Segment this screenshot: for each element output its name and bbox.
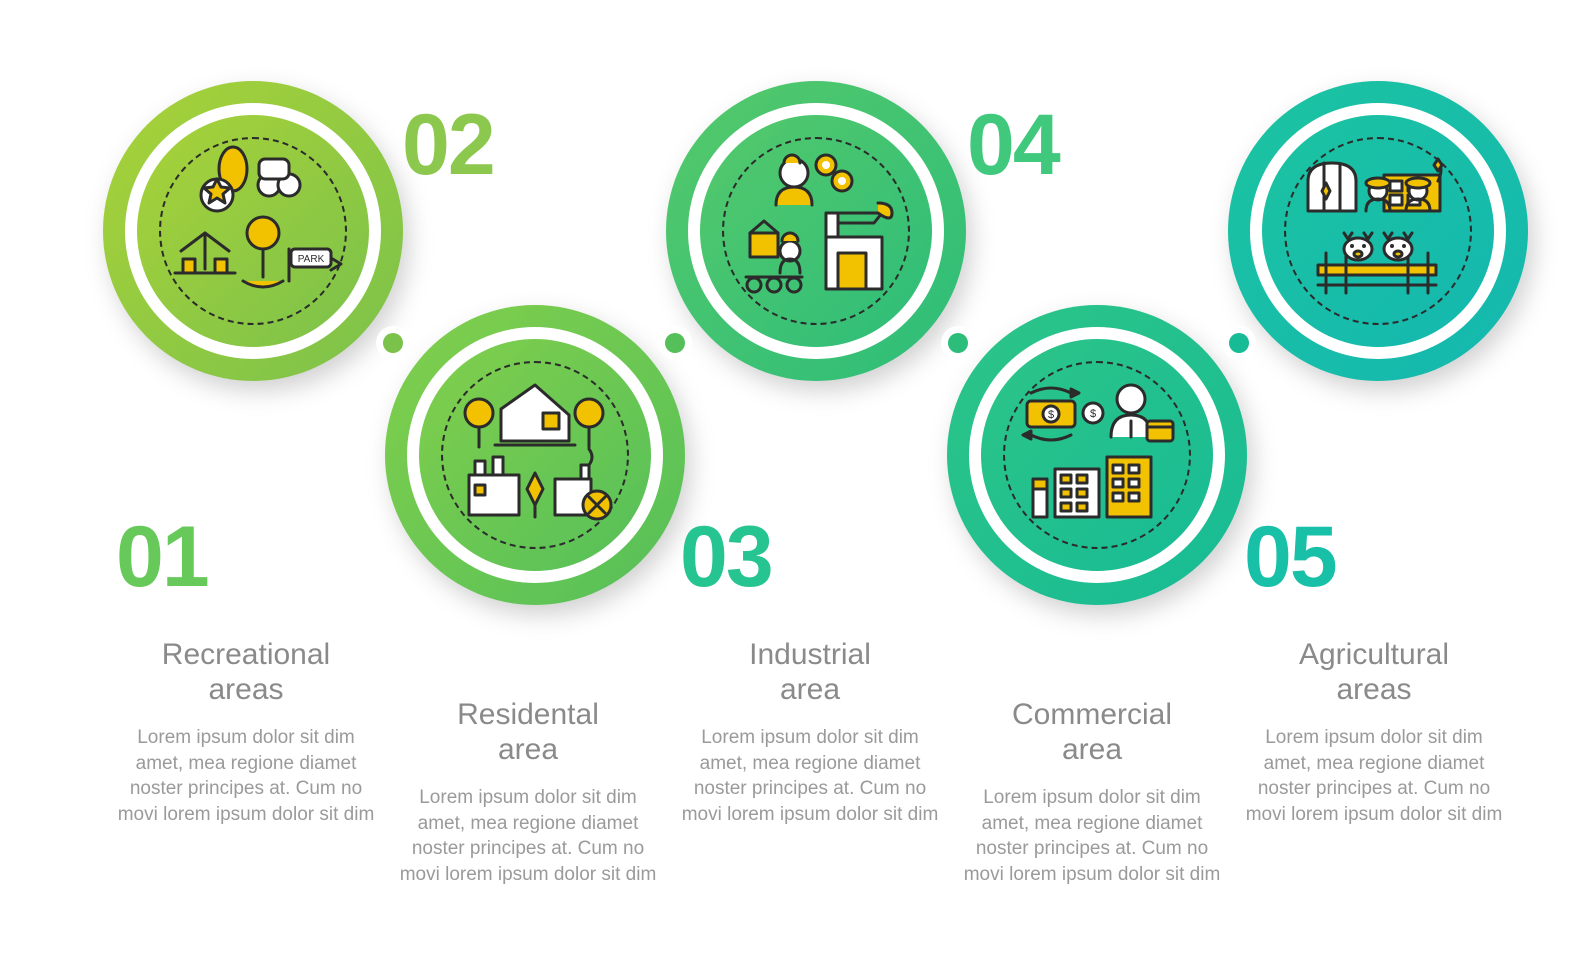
connector-dot bbox=[941, 326, 975, 360]
step-number: 05 bbox=[1244, 508, 1336, 607]
step-circle-01 bbox=[385, 305, 685, 605]
step-title: Residentalarea bbox=[398, 698, 658, 767]
connector-dot bbox=[1222, 326, 1256, 360]
recreational-icon: PARK bbox=[103, 81, 403, 381]
step-circle-05 bbox=[1228, 81, 1528, 381]
connector-dot bbox=[658, 326, 692, 360]
step-number: 03 bbox=[680, 508, 772, 607]
step-desc: Lorem ipsum dolor sit dim amet, mea regi… bbox=[680, 725, 940, 828]
svg-text:$: $ bbox=[1090, 408, 1096, 420]
step-number: 01 bbox=[116, 508, 208, 607]
agricultural-icon bbox=[1228, 81, 1528, 381]
commercial-icon: $ $ bbox=[947, 305, 1247, 605]
industrial-icon bbox=[666, 81, 966, 381]
infographic-stage: PARK $ $ 02 Recreationalareas Lorem ipsum … bbox=[0, 0, 1569, 980]
step-circle-04 bbox=[666, 81, 966, 381]
residential-icon bbox=[385, 305, 685, 605]
connector-dot bbox=[376, 326, 410, 360]
step-desc: Lorem ipsum dolor sit dim amet, mea regi… bbox=[962, 785, 1222, 888]
svg-text:$: $ bbox=[1048, 409, 1054, 421]
step-title: Industrialarea bbox=[680, 638, 940, 707]
step-desc: Lorem ipsum dolor sit dim amet, mea regi… bbox=[398, 785, 658, 888]
step-title: Commercialarea bbox=[962, 698, 1222, 767]
step-title: Recreationalareas bbox=[116, 638, 376, 707]
svg-text:PARK: PARK bbox=[298, 254, 325, 265]
step-circle-02: PARK bbox=[103, 81, 403, 381]
step-desc: Lorem ipsum dolor sit dim amet, mea regi… bbox=[1244, 725, 1504, 828]
step-number: 02 bbox=[402, 96, 494, 195]
step-desc: Lorem ipsum dolor sit dim amet, mea regi… bbox=[116, 725, 376, 828]
step-number: 04 bbox=[967, 96, 1059, 195]
step-title: Agriculturalareas bbox=[1244, 638, 1504, 707]
step-circle-03: $ $ bbox=[947, 305, 1247, 605]
